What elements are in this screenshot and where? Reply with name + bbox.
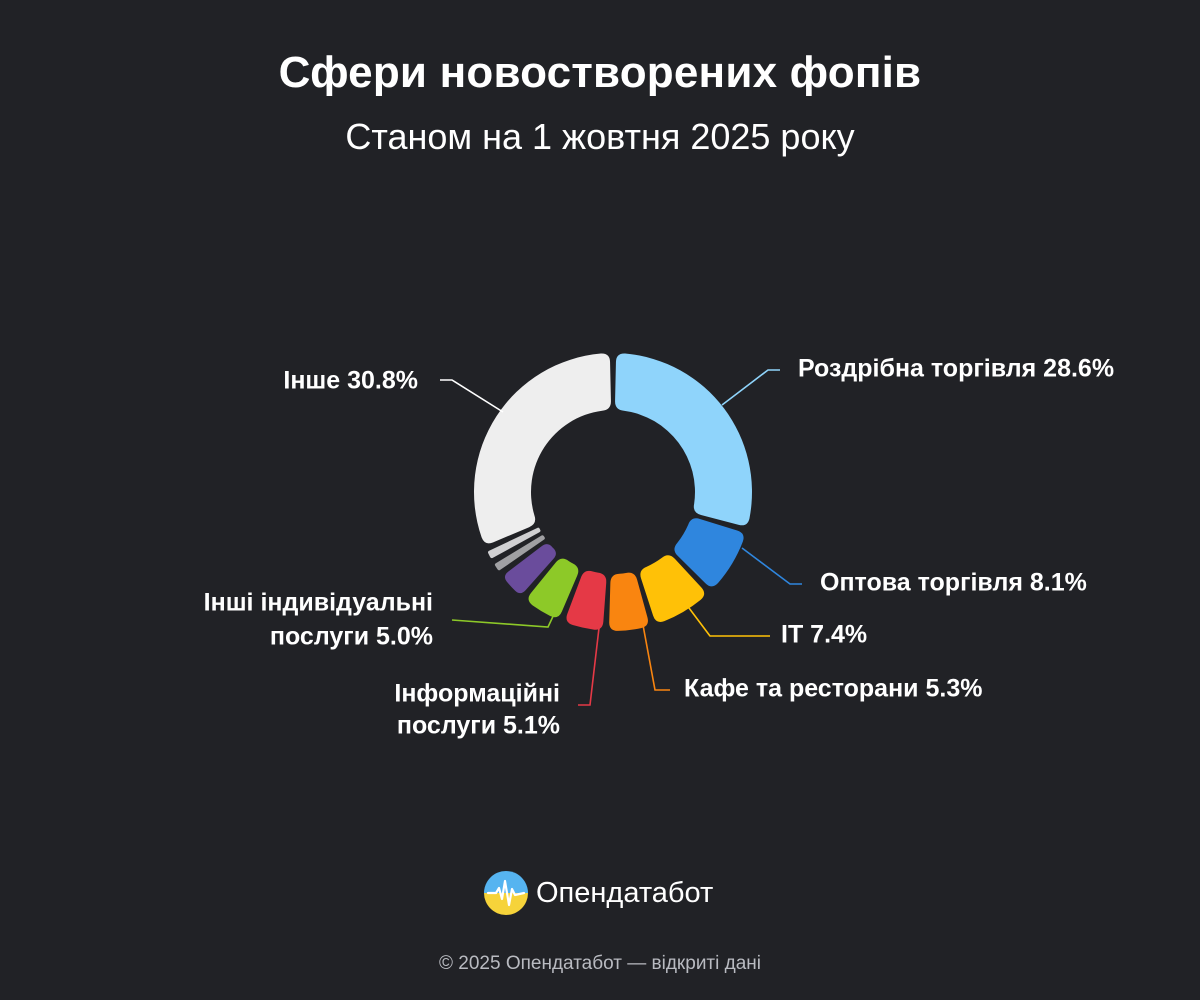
slice-9: [473, 353, 611, 544]
slice-7: [494, 535, 545, 571]
chart-subtitle: Станом на 1 жовтня 2025 року: [345, 116, 855, 157]
slice-2: [640, 555, 705, 622]
slice-label-5-line-1: послуги 5.0%: [270, 623, 433, 651]
slice-8: [487, 527, 541, 559]
slice-1: [674, 518, 744, 587]
brand-name: Опендатабот: [536, 876, 714, 909]
slice-3: [609, 572, 648, 631]
leader-line-0: [721, 369, 780, 406]
slice-label-9: Інше 30.8%: [283, 367, 418, 395]
chart-title: Сфери новостворених фопів: [278, 48, 922, 97]
leader-line-5: [451, 609, 557, 628]
slice-label-4-line-0: Інформаційні: [394, 680, 560, 708]
opendatabot-logo-icon: [484, 871, 528, 915]
slice-5: [528, 558, 579, 618]
leader-line-2: [685, 603, 770, 637]
leader-line-9: [440, 379, 504, 413]
brand-logo: Опендатабот: [484, 871, 713, 915]
slice-4: [566, 570, 607, 630]
footer-copyright: © 2025 Опендатабот — відкриті дані: [439, 953, 761, 974]
slice-label-2: IT 7.4%: [781, 621, 867, 649]
slice-label-4-line-1: послуги 5.1%: [397, 712, 560, 740]
slice-label-3: Кафе та ресторани 5.3%: [684, 675, 982, 703]
slice-label-5-line-0: Інші індивідуальні: [204, 589, 433, 617]
slice-6: [504, 544, 556, 594]
slice-0: [615, 353, 752, 526]
leader-line-1: [741, 547, 802, 585]
slice-label-1: Оптова торгівля 8.1%: [820, 569, 1087, 597]
leader-line-4: [578, 627, 600, 706]
slice-label-0: Роздрібна торгівля 28.6%: [798, 355, 1114, 383]
leader-line-3: [642, 624, 670, 691]
